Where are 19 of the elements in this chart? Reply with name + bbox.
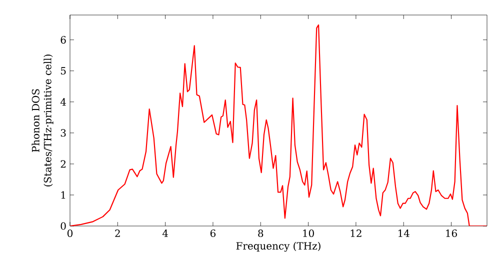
x-tick-label: 0 <box>67 230 73 238</box>
y-tick-label: 1 <box>61 191 66 199</box>
x-axis-title: Frequency (THz) <box>236 242 320 252</box>
y-tick-label: 3 <box>60 129 66 137</box>
x-tick-label: 8 <box>258 230 264 238</box>
x-tick-label: 2 <box>115 230 120 237</box>
x-tick-label: 14 <box>398 230 410 237</box>
y-tick-label: 5 <box>60 67 66 75</box>
text: Phonon DOS <box>32 89 40 152</box>
y-tick-label: 2 <box>60 160 66 168</box>
text: (States/THz·primitive cell) <box>44 54 54 186</box>
x-tick-label: 4 <box>162 230 168 237</box>
x-tick-label: 12 <box>350 230 362 237</box>
x-tick-label: 16 <box>446 230 457 238</box>
y-tick-label: 4 <box>60 98 66 106</box>
y-tick-label: 0 <box>60 222 66 230</box>
y-tick-label: 6 <box>60 36 66 44</box>
x-tick-label: 6 <box>210 230 216 238</box>
x-tick-label: 10 <box>303 230 314 238</box>
